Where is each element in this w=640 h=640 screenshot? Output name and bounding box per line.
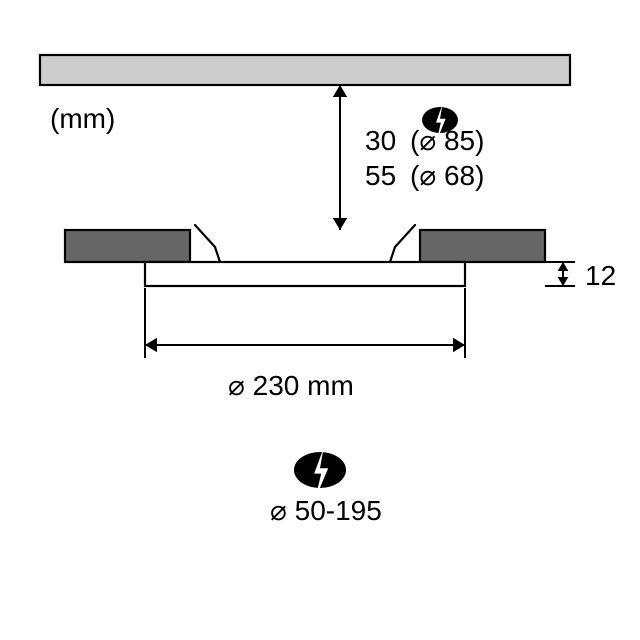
svg-text:(⌀ 68): (⌀ 68) [410,160,484,191]
svg-text:(mm): (mm) [50,103,115,134]
svg-text:⌀ 50-195: ⌀ 50-195 [270,495,382,526]
svg-text:⌀ 230 mm: ⌀ 230 mm [228,370,354,401]
svg-text:12: 12 [585,260,616,291]
svg-text:55: 55 [365,160,396,191]
svg-text:(⌀ 85): (⌀ 85) [410,125,484,156]
svg-text:30: 30 [365,125,396,156]
